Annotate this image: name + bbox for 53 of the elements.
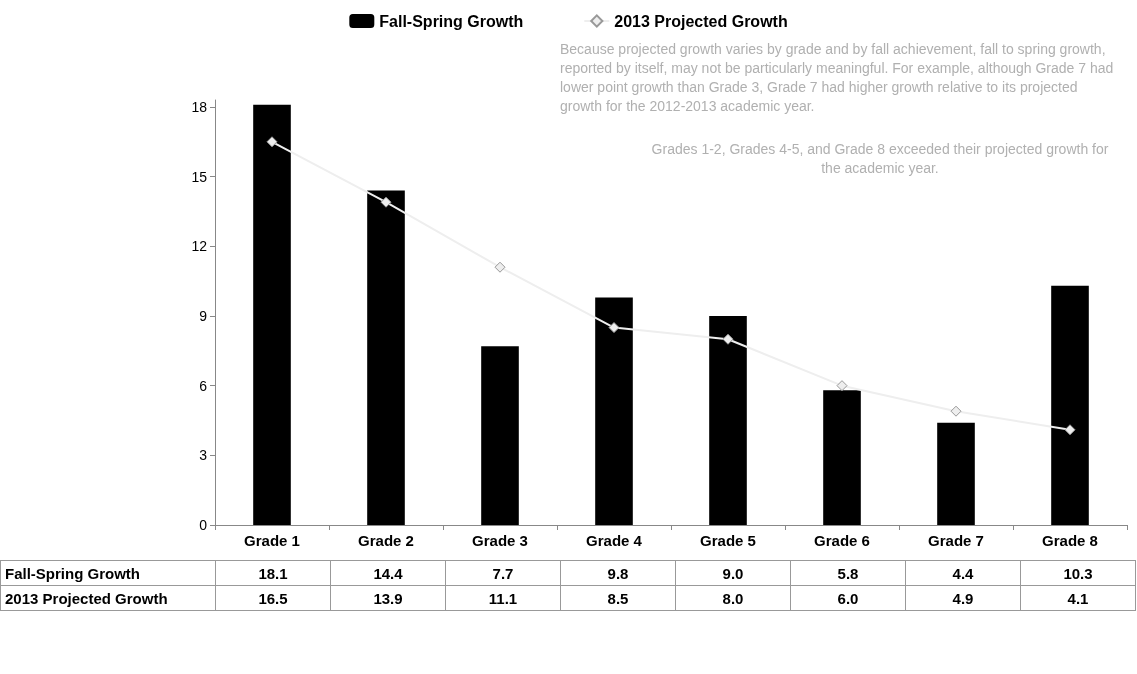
x-tick-label: Grade 3 — [472, 532, 528, 549]
data-label: 6.0 — [790, 585, 906, 611]
point — [1064, 424, 1076, 436]
data-label: 10.3 — [1020, 560, 1136, 586]
point — [266, 136, 278, 148]
data-label: 4.1 — [1020, 585, 1136, 611]
annotation: Grades 1-2, Grades 4-5, and Grade 8 exceeded their projected growth for the academic year. — [650, 140, 1110, 178]
point — [722, 333, 734, 345]
data-label: 9.0 — [675, 560, 791, 586]
y-tick-label: 9 — [199, 307, 208, 324]
data-label: 8.5 — [560, 585, 676, 611]
x-tick-label: Grade 7 — [928, 532, 984, 549]
bar — [937, 422, 975, 525]
data-label: 5.8 — [790, 560, 906, 586]
x-tick-label: Grade 2 — [358, 532, 414, 549]
x-tick-label: Grade 5 — [700, 532, 756, 549]
data-label: 13.9 — [330, 585, 446, 611]
point — [836, 380, 848, 392]
data-label: 18.1 — [215, 560, 331, 586]
bar — [709, 315, 747, 525]
point — [608, 322, 620, 334]
y-tick-label: 6 — [199, 377, 208, 394]
data-label: 11.1 — [445, 585, 561, 611]
legend-label: Fall-Spring Growth — [379, 12, 524, 30]
data-label: 16.5 — [215, 585, 331, 611]
x-tick-label: Grade 1 — [244, 532, 300, 549]
data-label: 7.7 — [445, 560, 561, 586]
data-label: 8.0 — [675, 585, 791, 611]
x-tick-label: Grade 4 — [586, 532, 643, 549]
x-tick-label: Grade 6 — [814, 532, 870, 549]
text: 2013 Projected Growth — [5, 589, 168, 607]
data-label: 14.4 — [330, 560, 446, 586]
data-label: 4.9 — [905, 585, 1021, 611]
y-tick-label: 18 — [191, 98, 208, 115]
y-tick-label: 15 — [191, 168, 208, 185]
x-tick-label: Grade 8 — [1042, 532, 1098, 549]
point — [380, 196, 392, 208]
bar — [1051, 285, 1089, 525]
bar — [595, 297, 633, 525]
y-tick-label: 3 — [199, 447, 208, 464]
data-label: 4.4 — [905, 560, 1021, 586]
annotation: Because projected growth varies by grade and by fall achievement, fall to spring growth, reported by itself, may not be particularly meaningful. For example, although Grade 7 had lower point growth than Grade 3, Grade 7 had higher growth relative to its projected growth for the 2012-2013 academic year. — [560, 40, 1115, 116]
point — [950, 405, 962, 417]
bar — [253, 104, 291, 525]
bar — [823, 390, 861, 525]
text: Fall-Spring Growth — [5, 564, 140, 582]
legend-label: 2013 Projected Growth — [614, 12, 788, 30]
bar — [481, 346, 519, 525]
y-tick-label: 12 — [191, 238, 208, 255]
point — [494, 261, 506, 273]
data-label: 9.8 — [560, 560, 676, 586]
bar — [367, 190, 405, 525]
y-tick-label: 0 — [199, 517, 208, 533]
